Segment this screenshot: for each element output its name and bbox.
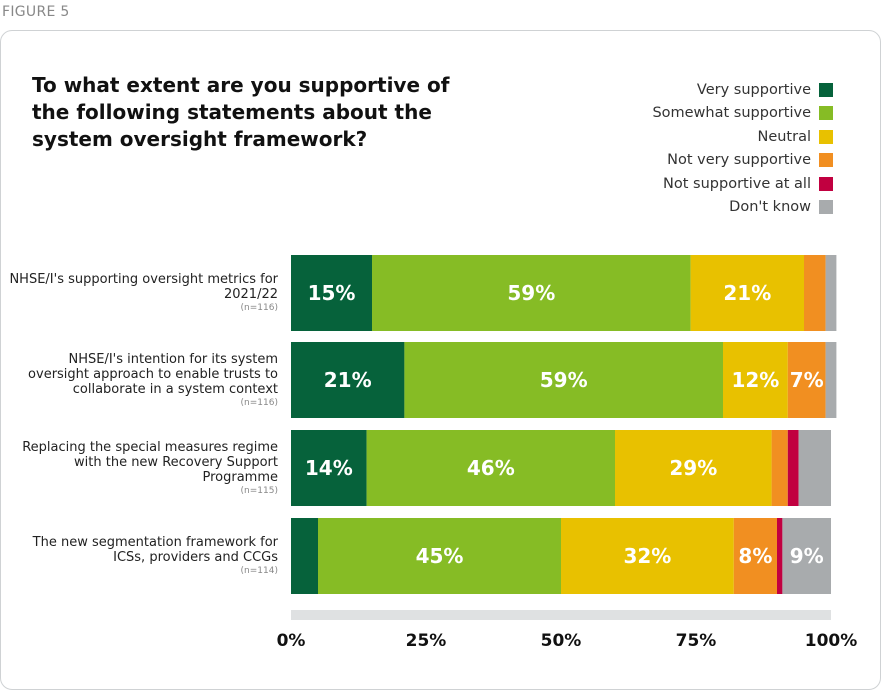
data-label: 8% <box>738 544 772 568</box>
bar-segment <box>615 430 772 506</box>
bar-segment <box>798 430 831 506</box>
category-label: Replacing the special measures regime wi… <box>8 440 278 497</box>
category-label: NHSE/I's intention for its system oversi… <box>8 352 278 409</box>
bar-segment <box>291 255 372 331</box>
data-label: 59% <box>540 368 588 392</box>
data-label: 45% <box>416 544 464 568</box>
bar-segment <box>804 255 826 331</box>
legend-item: Not supportive at all <box>652 172 833 196</box>
legend-label: Not supportive at all <box>663 175 811 192</box>
data-label: 21% <box>324 368 372 392</box>
bar-segment <box>291 518 318 594</box>
legend-item: Neutral <box>652 125 833 149</box>
x-tick-label: 100% <box>805 631 858 651</box>
legend: Very supportive Somewhat supportive Neutra… <box>652 78 833 219</box>
bar-segment <box>404 342 723 418</box>
bar-segment <box>318 518 561 594</box>
data-label: 9% <box>790 544 824 568</box>
bar-segment <box>825 255 837 331</box>
legend-label: Neutral <box>757 128 811 145</box>
bar-segment <box>291 430 367 506</box>
legend-item: Very supportive <box>652 78 833 102</box>
bar-segment <box>291 342 405 418</box>
bar-segment <box>782 518 831 594</box>
data-label: 14% <box>305 456 353 480</box>
chart-title: To what extent are you supportive of the… <box>32 73 450 151</box>
bar-segment <box>777 518 783 594</box>
data-label: 59% <box>507 281 555 305</box>
x-tick-label: 50% <box>541 631 582 651</box>
legend-label: Don't know <box>729 199 811 216</box>
bar-segment <box>723 342 788 418</box>
data-label: 15% <box>308 281 356 305</box>
bar-segment <box>561 518 734 594</box>
legend-item: Don't know <box>652 196 833 220</box>
chart-frame <box>0 30 881 690</box>
sample-size: (n=114) <box>240 566 278 576</box>
legend-item: Not very supportive <box>652 149 833 173</box>
legend-label: Very supportive <box>696 81 811 98</box>
data-label: 46% <box>467 456 515 480</box>
data-label: 12% <box>731 368 779 392</box>
legend-label: Somewhat supportive <box>652 105 811 122</box>
bar-segment <box>787 342 826 418</box>
bar-segment <box>825 342 837 418</box>
legend-swatch <box>819 129 833 144</box>
x-tick-label: 0% <box>277 631 306 651</box>
figure-label: FIGURE 5 <box>2 4 70 20</box>
bar-segment <box>366 430 615 506</box>
bar-segment <box>372 255 691 331</box>
bar-segment <box>787 430 799 506</box>
legend-swatch <box>819 82 833 97</box>
legend-swatch <box>819 176 833 191</box>
data-label: 21% <box>723 281 771 305</box>
sample-size: (n=116) <box>240 303 278 313</box>
sample-size: (n=116) <box>240 397 278 408</box>
bar-segment <box>690 255 804 331</box>
legend-swatch <box>819 200 833 215</box>
data-label: 32% <box>623 544 671 568</box>
x-tick-label: 25% <box>406 631 447 651</box>
legend-item: Somewhat supportive <box>652 102 833 126</box>
bar-segment <box>771 430 788 506</box>
legend-swatch <box>819 153 833 168</box>
category-label: NHSE/I's supporting oversight metrics fo… <box>9 272 278 313</box>
legend-swatch <box>819 106 833 121</box>
x-tick-label: 75% <box>676 631 717 651</box>
bar-segment <box>733 518 777 594</box>
axis-track <box>291 610 831 620</box>
data-label: 7% <box>790 368 824 392</box>
data-label: 29% <box>669 456 717 480</box>
legend-label: Not very supportive <box>667 152 811 169</box>
sample-size: (n=115) <box>240 485 278 496</box>
category-label: The new segmentation framework for ICSs,… <box>8 535 278 577</box>
